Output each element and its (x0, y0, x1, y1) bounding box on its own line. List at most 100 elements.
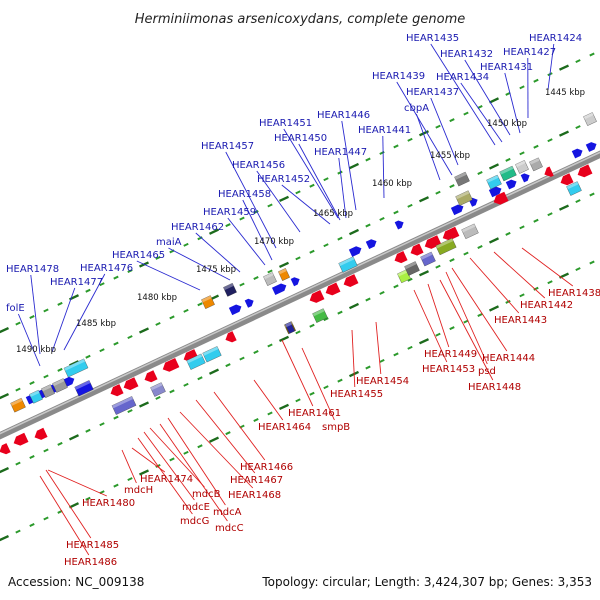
gene-label-reverse[interactable]: HEAR1448 (468, 382, 521, 393)
gene-label-reverse[interactable]: mdcH (124, 485, 153, 496)
tick-mark (278, 195, 290, 203)
label-leader-line (149, 427, 205, 488)
gene-label-reverse[interactable]: HEAR1455 (330, 389, 383, 400)
forward-gene-arrow (520, 173, 530, 183)
label-leader-line (136, 260, 201, 291)
reverse-gene-arrow (123, 377, 139, 391)
tick-mark (127, 269, 133, 274)
gene-label-reverse[interactable]: smpB (322, 422, 350, 433)
gene-label-forward[interactable]: folE (6, 303, 25, 314)
forward-gene-arrow (290, 277, 300, 287)
gene-label-reverse[interactable]: psd (478, 366, 496, 377)
label-leader-line (225, 151, 277, 249)
gene-label-forward[interactable]: HEAR1452 (257, 174, 310, 185)
forward-arrow-shape (271, 283, 287, 295)
tick-mark (463, 251, 469, 256)
gene-label-forward[interactable]: HEAR1437 (406, 87, 459, 98)
gene-label-forward[interactable]: HEAR1450 (274, 133, 327, 144)
forward-gene-arrow (571, 148, 583, 159)
label-leader-line (39, 475, 90, 556)
forward-arrow-shape (520, 173, 530, 183)
map-title: Herminiimonas arsenicoxydans, complete g… (135, 12, 465, 27)
gene-label-forward[interactable]: HEAR1476 (80, 263, 133, 274)
tick-mark (407, 345, 413, 350)
gene-label-reverse[interactable]: mdcA (213, 507, 242, 518)
reverse-gene-arrow (34, 427, 48, 440)
gene-label-reverse[interactable]: HEAR1438 (548, 288, 600, 299)
forward-gene-arrow (365, 239, 377, 249)
gene-label-forward[interactable]: HEAR1477 (50, 277, 103, 288)
gene-box (435, 238, 457, 256)
gene-label-forward[interactable]: HEAR1431 (480, 62, 533, 73)
tick-mark (183, 382, 189, 387)
label-leader-line (396, 81, 453, 176)
gene-box (111, 396, 137, 415)
tick-mark (323, 317, 329, 322)
forward-arrow-shape (290, 277, 300, 287)
reverse-gene-arrow (13, 432, 29, 446)
gene-label-forward[interactable]: HEAR1435 (406, 33, 459, 44)
gene-label-forward[interactable]: HEAR1434 (436, 72, 489, 83)
gene-label-forward[interactable]: maiA (156, 237, 182, 248)
gene-label-forward[interactable]: HEAR1457 (201, 141, 254, 152)
gene-label-reverse[interactable]: HEAR1443 (494, 315, 547, 326)
gene-label-reverse[interactable]: HEAR1444 (482, 353, 535, 364)
gene-box (52, 378, 68, 393)
gene-label-reverse[interactable]: HEAR1467 (230, 475, 283, 486)
gene-labels: HEAR1424 HEAR1427 HEAR1431 HEAR1432 HEAR1434… (6, 33, 600, 568)
gene-label-forward[interactable]: HEAR1465 (112, 250, 165, 261)
tick-mark (435, 332, 441, 337)
gene-label-reverse[interactable]: HEAR1474 (140, 474, 193, 485)
gene-label-reverse[interactable]: mdcE (182, 502, 210, 513)
gene-box-shape (263, 272, 277, 286)
gene-label-forward[interactable]: HEAR1451 (259, 118, 312, 129)
tick-mark (337, 378, 343, 383)
gene-label-reverse[interactable]: mdcC (215, 523, 244, 534)
gene-label-forward[interactable]: HEAR1439 (372, 71, 425, 82)
reverse-gene-arrow (493, 191, 509, 205)
tick-mark (393, 144, 399, 149)
tick-mark (267, 343, 273, 348)
reverse-arrow-shape (394, 251, 408, 264)
gene-label-reverse[interactable]: HEAR1464 (258, 422, 311, 433)
gene-label-forward[interactable]: HEAR1462 (171, 222, 224, 233)
gene-label-reverse[interactable]: HEAR1485 (66, 540, 119, 551)
label-leader-line (382, 135, 385, 199)
gene-label-reverse[interactable]: HEAR1466 (240, 462, 293, 473)
gene-label-reverse[interactable]: HEAR1486 (64, 557, 117, 568)
gene-box-shape (52, 378, 68, 393)
gene-label-forward[interactable]: HEAR1424 (529, 33, 582, 44)
gene-label-forward[interactable]: HEAR1458 (218, 189, 271, 200)
gene-label-forward[interactable]: HEAR1447 (314, 147, 367, 158)
gene-label-reverse[interactable]: HEAR1442 (520, 300, 573, 311)
gene-label-reverse[interactable]: HEAR1468 (228, 490, 281, 501)
gene-label-reverse[interactable]: HEAR1449 (424, 349, 477, 360)
genome-backbone (0, 150, 600, 440)
tick-mark (477, 245, 483, 249)
gene-label-reverse[interactable]: mdcG (180, 516, 209, 527)
gene-label-reverse[interactable]: HEAR1461 (288, 408, 341, 419)
gene-label-forward[interactable]: cbpA (404, 103, 429, 114)
tick-mark (267, 203, 273, 208)
tick-mark (505, 231, 511, 236)
gene-label-reverse[interactable]: mdcB (192, 489, 221, 500)
gene-label-reverse[interactable]: HEAR1453 (422, 364, 475, 375)
gene-label-forward[interactable]: HEAR1456 (232, 160, 285, 171)
tick-mark (449, 184, 455, 189)
gene-label-reverse[interactable]: HEAR1480 (82, 498, 135, 509)
tick-mark (15, 461, 21, 466)
gene-label-reverse[interactable]: HEAR1454 (356, 376, 409, 387)
forward-gene-arrow (348, 246, 362, 257)
gene-label-forward[interactable]: HEAR1446 (317, 110, 370, 121)
gene-box-shape (284, 321, 296, 334)
gene-box (284, 321, 296, 334)
gene-label-forward[interactable]: HEAR1441 (358, 125, 411, 136)
gene-label-forward[interactable]: HEAR1459 (203, 207, 256, 218)
gene-label-forward[interactable]: HEAR1478 (6, 264, 59, 275)
gene-box-shape (461, 223, 479, 240)
gene-label-forward[interactable]: HEAR1432 (440, 49, 493, 60)
gene-label-forward[interactable]: HEAR1427 (503, 47, 556, 58)
tick-mark (253, 276, 259, 280)
